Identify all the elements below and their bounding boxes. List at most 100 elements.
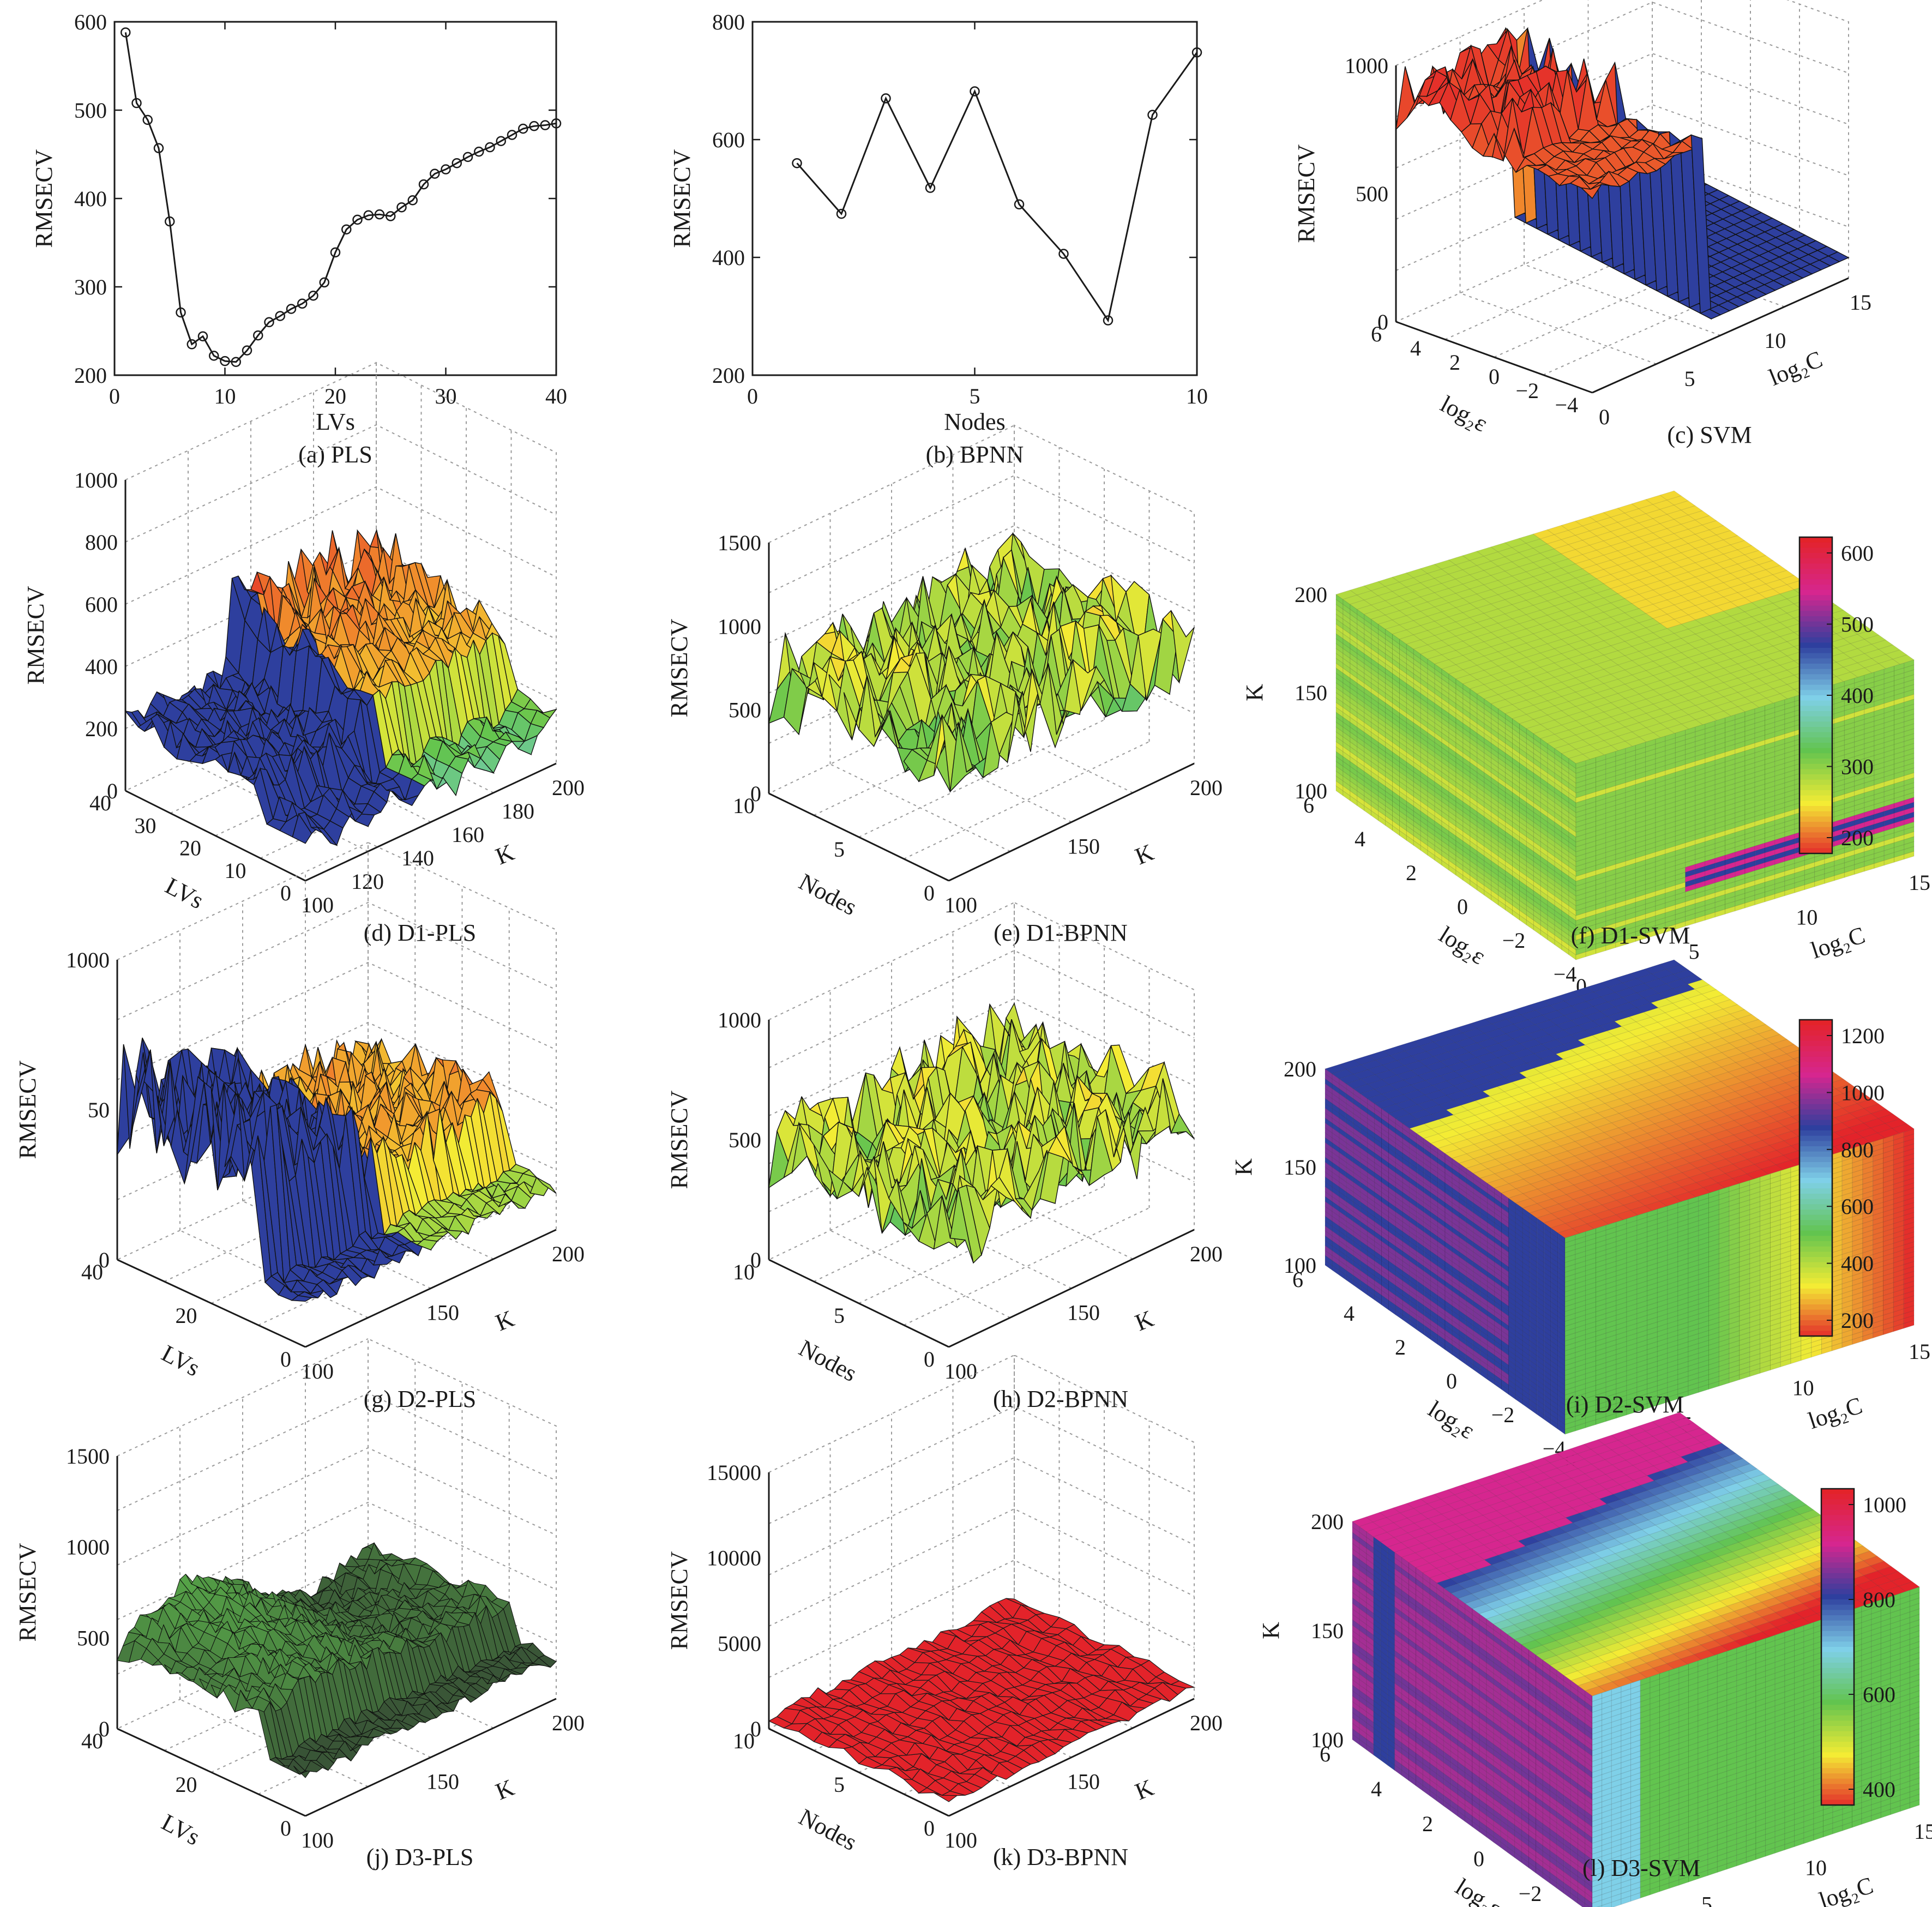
data-point (297, 298, 308, 309)
data-point (507, 130, 517, 140)
series-line (124, 32, 557, 363)
x-tick-label: 40 (545, 384, 567, 408)
z-tick-label: 0 (107, 779, 118, 803)
data-point (925, 183, 936, 193)
data-point (142, 115, 153, 125)
x-tick-label: 0 (109, 384, 120, 408)
x-tick-label: 5 (1684, 366, 1695, 391)
y-tick-label: 600 (74, 10, 107, 34)
grid-line (1543, 260, 1800, 376)
data-point (209, 351, 219, 361)
panel-caption: (b) BPNN (926, 441, 1024, 468)
x-tick-label: 0 (747, 384, 758, 408)
grid-line (125, 362, 377, 480)
x-axis-label: LVs (316, 408, 355, 435)
data-point (462, 152, 473, 163)
x-tick-label: 20 (324, 384, 346, 408)
y-tick-label: 200 (712, 363, 745, 388)
data-point (153, 143, 164, 153)
data-point (881, 93, 891, 104)
data-point (418, 179, 429, 190)
x-tick-label: 150 (1067, 834, 1100, 859)
data-point (430, 169, 440, 179)
y-tick-label: −2 (1515, 378, 1539, 403)
grid-line (1460, 292, 1657, 365)
y-axis-label: LVs (161, 872, 208, 914)
data-point (242, 345, 252, 356)
y-tick-label: 400 (712, 245, 745, 270)
data-point (407, 195, 418, 206)
data-point (396, 202, 407, 213)
data-point (352, 214, 363, 225)
data-point (485, 142, 495, 153)
y-axis-line (125, 790, 306, 882)
z-tick-label: 0 (750, 781, 761, 806)
y-tick-label: 200 (74, 363, 107, 388)
panel-caption: (d) D1-PLS (364, 919, 477, 946)
data-point (286, 304, 297, 314)
y-tick-label: 600 (712, 128, 745, 152)
z-tick-label: 500 (729, 698, 761, 723)
z-tick-label: 200 (85, 717, 118, 741)
z-axis-label: RMSECV (1293, 144, 1320, 243)
y-tick-label: 10 (225, 858, 246, 883)
data-point (386, 211, 396, 221)
grid-line (1494, 242, 1751, 358)
z-axis-label: RMSECV (22, 586, 49, 684)
z-tick-label: 500 (1356, 182, 1388, 206)
data-point (319, 277, 329, 288)
y-tick-label: 800 (712, 10, 745, 34)
x-axis-label: K (492, 839, 518, 870)
surface-mesh (768, 532, 1195, 793)
y-axis-line (768, 792, 949, 882)
z-tick-label: 600 (85, 592, 118, 617)
x-axis-label: K (1131, 839, 1158, 870)
data-point (186, 339, 197, 350)
plot-frame (113, 21, 557, 376)
z-axis-label: RMSECV (666, 618, 693, 717)
data-point (197, 331, 208, 341)
data-point (363, 210, 374, 221)
x-tick-label: 30 (435, 384, 457, 408)
surface-mesh (1395, 27, 1850, 320)
grid-line (1445, 224, 1702, 340)
grid-line (1395, 104, 1849, 220)
y-axis-label: Nodes (795, 868, 861, 921)
data-point (374, 209, 385, 220)
data-point (1147, 110, 1158, 120)
grid-line (1524, 264, 1721, 336)
data-point (1058, 249, 1069, 259)
panel-e: 1001502001050050010001500KNodesRMSECV(e)… (666, 424, 1223, 946)
x-tick-label: 15 (1850, 290, 1871, 315)
plot-frame (751, 21, 1198, 376)
data-point (176, 307, 186, 318)
data-point (264, 317, 274, 328)
z-tick-label: 1000 (74, 468, 118, 492)
y-tick-label: 2 (1449, 350, 1460, 375)
data-point (308, 290, 318, 301)
x-axis-line (948, 762, 1195, 882)
grid-line (1395, 155, 1849, 271)
panel-c: 0510156420−2−405001000log₂Clog₂εRMSECV(c… (1293, 0, 1871, 448)
data-point (1014, 199, 1025, 210)
surface-mesh (124, 528, 557, 846)
y-tick-label: 6 (1371, 322, 1382, 346)
x-axis-line (305, 762, 557, 882)
z-tick-label: 400 (85, 654, 118, 679)
y-tick-label: 300 (74, 275, 107, 299)
x-axis-label: Nodes (944, 408, 1005, 435)
y-axis-label: RMSECV (31, 149, 57, 248)
x-tick-label: 180 (502, 799, 534, 823)
x-axis-line (1592, 277, 1849, 394)
grid-line (125, 486, 557, 605)
x-tick-label: 10 (1186, 384, 1208, 408)
z-tick-label: 1000 (1345, 53, 1388, 78)
x-tick-label: 5 (970, 384, 980, 408)
grid-line (1395, 0, 1544, 66)
x-tick-label: 200 (552, 775, 585, 800)
data-point (792, 158, 802, 169)
data-point (452, 158, 462, 169)
y-tick-label: 0 (280, 881, 291, 905)
